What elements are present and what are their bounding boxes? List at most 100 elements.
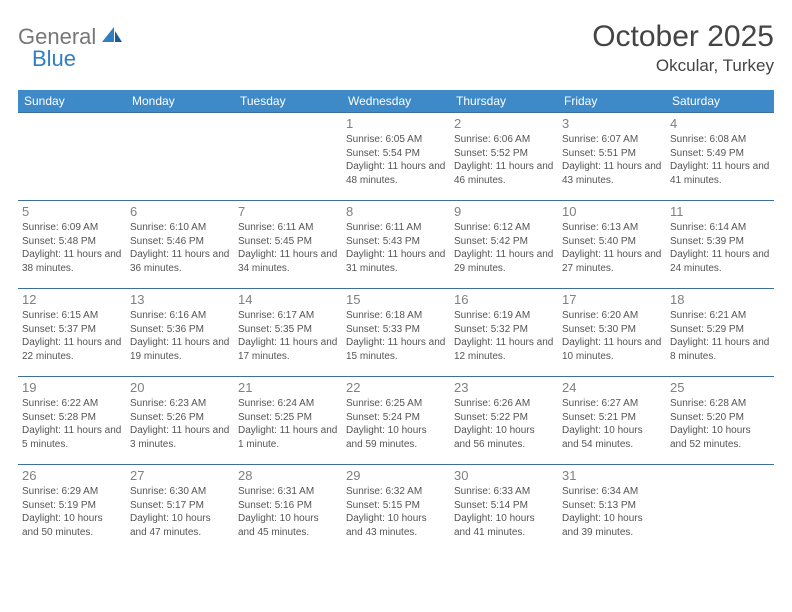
- day-number: 3: [562, 116, 662, 131]
- calendar-cell: 24 Sunrise: 6:27 AMSunset: 5:21 PMDayligh…: [558, 377, 666, 465]
- day-number: 24: [562, 380, 662, 395]
- calendar-cell: 9 Sunrise: 6:12 AMSunset: 5:42 PMDaylight…: [450, 201, 558, 289]
- calendar-row: 26Sunrise: 6:29 AMSunset: 5:19 PMDayligh…: [18, 465, 774, 553]
- day-number: 31: [562, 468, 662, 483]
- calendar-cell: 6 Sunrise: 6:10 AMSunset: 5:46 PMDaylight…: [126, 201, 234, 289]
- day-number: 13: [130, 292, 230, 307]
- calendar-cell: 31 Sunrise: 6:34 AMSunset: 5:13 PMDayligh…: [558, 465, 666, 553]
- day-number: 15: [346, 292, 446, 307]
- calendar-cell: 18Sunrise: 6:21 AMSunset: 5:29 PMDayligh…: [666, 289, 774, 377]
- weekday-header: Friday: [558, 90, 666, 113]
- day-info: Sunrise: 6:07 AMSunset: 5:51 PMDaylight:…: [562, 133, 662, 187]
- day-number: 1: [346, 116, 446, 131]
- day-info: Sunrise: 6:20 AMSunset: 5:30 PMDaylight:…: [562, 309, 662, 363]
- calendar-cell: 17 Sunrise: 6:20 AMSunset: 5:30 PMDayligh…: [558, 289, 666, 377]
- calendar-cell: 21Sunrise: 6:24 AMSunset: 5:25 PMDayligh…: [234, 377, 342, 465]
- day-info: Sunrise: 6:10 AMSunset: 5:46 PMDaylight:…: [130, 221, 230, 275]
- location: Okcular, Turkey: [592, 56, 774, 76]
- day-number: 10: [562, 204, 662, 219]
- day-info: Sunrise: 6:11 AMSunset: 5:43 PMDaylight:…: [346, 221, 446, 275]
- calendar-cell: [18, 113, 126, 201]
- calendar-head: SundayMondayTuesdayWednesdayThursdayFrid…: [18, 90, 774, 113]
- day-info: Sunrise: 6:27 AMSunset: 5:21 PMDaylight:…: [562, 397, 662, 451]
- day-number: 28: [238, 468, 338, 483]
- calendar-row: 12 Sunrise: 6:15 AMSunset: 5:37 PMDayligh…: [18, 289, 774, 377]
- day-info: Sunrise: 6:12 AMSunset: 5:42 PMDaylight:…: [454, 221, 554, 275]
- calendar-row: 5Sunrise: 6:09 AMSunset: 5:48 PMDaylight…: [18, 201, 774, 289]
- calendar-cell: [666, 465, 774, 553]
- weekday-header: Sunday: [18, 90, 126, 113]
- weekday-header: Thursday: [450, 90, 558, 113]
- day-info: Sunrise: 6:24 AMSunset: 5:25 PMDaylight:…: [238, 397, 338, 451]
- day-number: 27: [130, 468, 230, 483]
- calendar-cell: 23Sunrise: 6:26 AMSunset: 5:22 PMDayligh…: [450, 377, 558, 465]
- day-number: 6: [130, 204, 230, 219]
- calendar-body: 1 Sunrise: 6:05 AMSunset: 5:54 PMDaylight…: [18, 113, 774, 553]
- day-number: 30: [454, 468, 554, 483]
- calendar-row: 1 Sunrise: 6:05 AMSunset: 5:54 PMDaylight…: [18, 113, 774, 201]
- day-number: 22: [346, 380, 446, 395]
- day-number: 9: [454, 204, 554, 219]
- calendar-cell: 25Sunrise: 6:28 AMSunset: 5:20 PMDayligh…: [666, 377, 774, 465]
- calendar-cell: 8 Sunrise: 6:11 AMSunset: 5:43 PMDaylight…: [342, 201, 450, 289]
- calendar-cell: 30 Sunrise: 6:33 AMSunset: 5:14 PMDayligh…: [450, 465, 558, 553]
- day-info: Sunrise: 6:32 AMSunset: 5:15 PMDaylight:…: [346, 485, 446, 539]
- calendar-cell: 14 Sunrise: 6:17 AMSunset: 5:35 PMDayligh…: [234, 289, 342, 377]
- day-number: 4: [670, 116, 770, 131]
- calendar-cell: 13 Sunrise: 6:16 AMSunset: 5:36 PMDayligh…: [126, 289, 234, 377]
- calendar-cell: 11 Sunrise: 6:14 AMSunset: 5:39 PMDayligh…: [666, 201, 774, 289]
- title-block: October 2025 Okcular, Turkey: [592, 20, 774, 76]
- calendar-cell: 22 Sunrise: 6:25 AMSunset: 5:24 PMDayligh…: [342, 377, 450, 465]
- month-title: October 2025: [592, 20, 774, 54]
- calendar-cell: 10 Sunrise: 6:13 AMSunset: 5:40 PMDayligh…: [558, 201, 666, 289]
- calendar-cell: 3 Sunrise: 6:07 AMSunset: 5:51 PMDaylight…: [558, 113, 666, 201]
- day-info: Sunrise: 6:18 AMSunset: 5:33 PMDaylight:…: [346, 309, 446, 363]
- day-number: 11: [670, 204, 770, 219]
- day-info: Sunrise: 6:23 AMSunset: 5:26 PMDaylight:…: [130, 397, 230, 451]
- day-info: Sunrise: 6:08 AMSunset: 5:49 PMDaylight:…: [670, 133, 770, 187]
- day-number: 16: [454, 292, 554, 307]
- calendar-cell: [126, 113, 234, 201]
- calendar-cell: 5Sunrise: 6:09 AMSunset: 5:48 PMDaylight…: [18, 201, 126, 289]
- day-number: 14: [238, 292, 338, 307]
- calendar-row: 19 Sunrise: 6:22 AMSunset: 5:28 PMDayligh…: [18, 377, 774, 465]
- calendar-cell: 1 Sunrise: 6:05 AMSunset: 5:54 PMDaylight…: [342, 113, 450, 201]
- day-info: Sunrise: 6:14 AMSunset: 5:39 PMDaylight:…: [670, 221, 770, 275]
- day-info: Sunrise: 6:29 AMSunset: 5:19 PMDaylight:…: [22, 485, 122, 539]
- day-info: Sunrise: 6:05 AMSunset: 5:54 PMDaylight:…: [346, 133, 446, 187]
- calendar-page: General October 2025 Okcular, Turkey Blu…: [0, 0, 792, 553]
- day-info: Sunrise: 6:17 AMSunset: 5:35 PMDaylight:…: [238, 309, 338, 363]
- calendar-cell: 26Sunrise: 6:29 AMSunset: 5:19 PMDayligh…: [18, 465, 126, 553]
- day-info: Sunrise: 6:30 AMSunset: 5:17 PMDaylight:…: [130, 485, 230, 539]
- day-number: 17: [562, 292, 662, 307]
- calendar-cell: 19 Sunrise: 6:22 AMSunset: 5:28 PMDayligh…: [18, 377, 126, 465]
- day-info: Sunrise: 6:16 AMSunset: 5:36 PMDaylight:…: [130, 309, 230, 363]
- day-number: 12: [22, 292, 122, 307]
- day-number: 5: [22, 204, 122, 219]
- day-info: Sunrise: 6:31 AMSunset: 5:16 PMDaylight:…: [238, 485, 338, 539]
- day-info: Sunrise: 6:33 AMSunset: 5:14 PMDaylight:…: [454, 485, 554, 539]
- day-number: 8: [346, 204, 446, 219]
- calendar-cell: 15 Sunrise: 6:18 AMSunset: 5:33 PMDayligh…: [342, 289, 450, 377]
- logo-text-blue: Blue: [32, 46, 76, 71]
- day-info: Sunrise: 6:28 AMSunset: 5:20 PMDaylight:…: [670, 397, 770, 451]
- day-number: 20: [130, 380, 230, 395]
- day-info: Sunrise: 6:22 AMSunset: 5:28 PMDaylight:…: [22, 397, 122, 451]
- day-info: Sunrise: 6:11 AMSunset: 5:45 PMDaylight:…: [238, 221, 338, 275]
- weekday-header: Saturday: [666, 90, 774, 113]
- calendar-cell: [234, 113, 342, 201]
- weekday-header: Tuesday: [234, 90, 342, 113]
- day-info: Sunrise: 6:15 AMSunset: 5:37 PMDaylight:…: [22, 309, 122, 363]
- day-info: Sunrise: 6:13 AMSunset: 5:40 PMDaylight:…: [562, 221, 662, 275]
- calendar-cell: 7Sunrise: 6:11 AMSunset: 5:45 PMDaylight…: [234, 201, 342, 289]
- logo-sail-icon: [100, 25, 124, 50]
- day-info: Sunrise: 6:34 AMSunset: 5:13 PMDaylight:…: [562, 485, 662, 539]
- day-info: Sunrise: 6:06 AMSunset: 5:52 PMDaylight:…: [454, 133, 554, 187]
- calendar-cell: 29Sunrise: 6:32 AMSunset: 5:15 PMDayligh…: [342, 465, 450, 553]
- day-number: 2: [454, 116, 554, 131]
- calendar-cell: 12 Sunrise: 6:15 AMSunset: 5:37 PMDayligh…: [18, 289, 126, 377]
- day-info: Sunrise: 6:25 AMSunset: 5:24 PMDaylight:…: [346, 397, 446, 451]
- day-number: 19: [22, 380, 122, 395]
- calendar-cell: 2 Sunrise: 6:06 AMSunset: 5:52 PMDaylight…: [450, 113, 558, 201]
- day-info: Sunrise: 6:21 AMSunset: 5:29 PMDaylight:…: [670, 309, 770, 363]
